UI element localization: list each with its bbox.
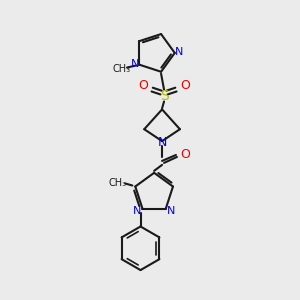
Text: O: O	[180, 79, 190, 92]
Text: N: N	[131, 58, 139, 69]
Text: O: O	[138, 79, 148, 92]
Text: CH₃: CH₃	[108, 178, 127, 188]
Text: N: N	[167, 206, 175, 216]
Text: N: N	[175, 47, 183, 57]
Text: S: S	[160, 88, 168, 103]
Text: N: N	[134, 206, 142, 216]
Text: O: O	[180, 148, 190, 161]
Text: N: N	[158, 136, 167, 148]
Text: CH₃: CH₃	[112, 64, 130, 74]
